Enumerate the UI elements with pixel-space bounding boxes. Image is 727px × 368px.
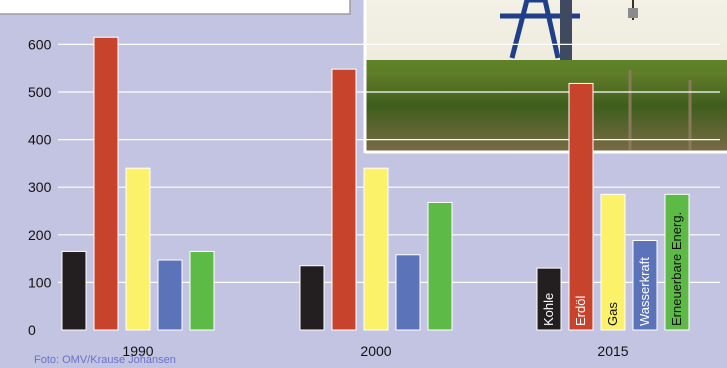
x-label-2015: 2015 bbox=[597, 343, 628, 359]
x-label-1990: 1990 bbox=[122, 343, 153, 359]
y-tick-200: 200 bbox=[28, 227, 52, 243]
bar-2015-gas bbox=[600, 193, 626, 331]
y-axis-ticks: 0 100 200 300 400 500 600 bbox=[28, 36, 52, 338]
bar-1990-kohle bbox=[61, 250, 87, 331]
bars bbox=[61, 36, 690, 331]
bar-2015-kohle bbox=[536, 267, 562, 331]
photo-credit: Foto: OMV/Krause Johansen bbox=[34, 354, 176, 366]
bar-1990-wasserkraft bbox=[157, 259, 183, 331]
y-tick-100: 100 bbox=[28, 274, 52, 290]
bar-2000-kohle bbox=[299, 265, 325, 331]
bar-series-labels: Kohle Erdöl Gas Wasserkraft Erneuerbare Ener… bbox=[541, 212, 684, 326]
y-tick-300: 300 bbox=[28, 179, 52, 195]
bar-2000-erneuerbare-energ- bbox=[427, 201, 453, 331]
y-tick-600: 600 bbox=[28, 36, 52, 52]
bar-2015-wasserkraft bbox=[632, 240, 658, 331]
photo-inset bbox=[363, 0, 727, 154]
series-label-kohle: Kohle bbox=[541, 293, 556, 326]
y-tick-500: 500 bbox=[28, 84, 52, 100]
series-label-erneuerbare-energ-: Erneuerbare Energ. bbox=[669, 212, 684, 326]
bar-2015-erneuerbare-energ- bbox=[664, 193, 690, 331]
bar-2000-wasserkraft bbox=[395, 254, 421, 331]
bar-2015-erd-l bbox=[568, 82, 594, 331]
bar-2000-erd-l bbox=[331, 68, 357, 331]
series-label-wasserkraft: Wasserkraft bbox=[637, 257, 652, 326]
x-label-2000: 2000 bbox=[360, 343, 391, 359]
bar-1990-gas bbox=[125, 167, 151, 331]
title-frame bbox=[0, 0, 351, 15]
bar-1990-erd-l bbox=[93, 36, 119, 331]
bar-2000-gas bbox=[363, 167, 389, 331]
bar-1990-erneuerbare-energ- bbox=[189, 250, 215, 331]
y-tick-0: 0 bbox=[28, 322, 36, 338]
x-axis-labels: 1990 2000 2015 bbox=[122, 343, 628, 359]
series-label-erd-l: Erdöl bbox=[573, 296, 588, 326]
y-tick-400: 400 bbox=[28, 132, 52, 148]
series-label-gas: Gas bbox=[605, 302, 620, 326]
